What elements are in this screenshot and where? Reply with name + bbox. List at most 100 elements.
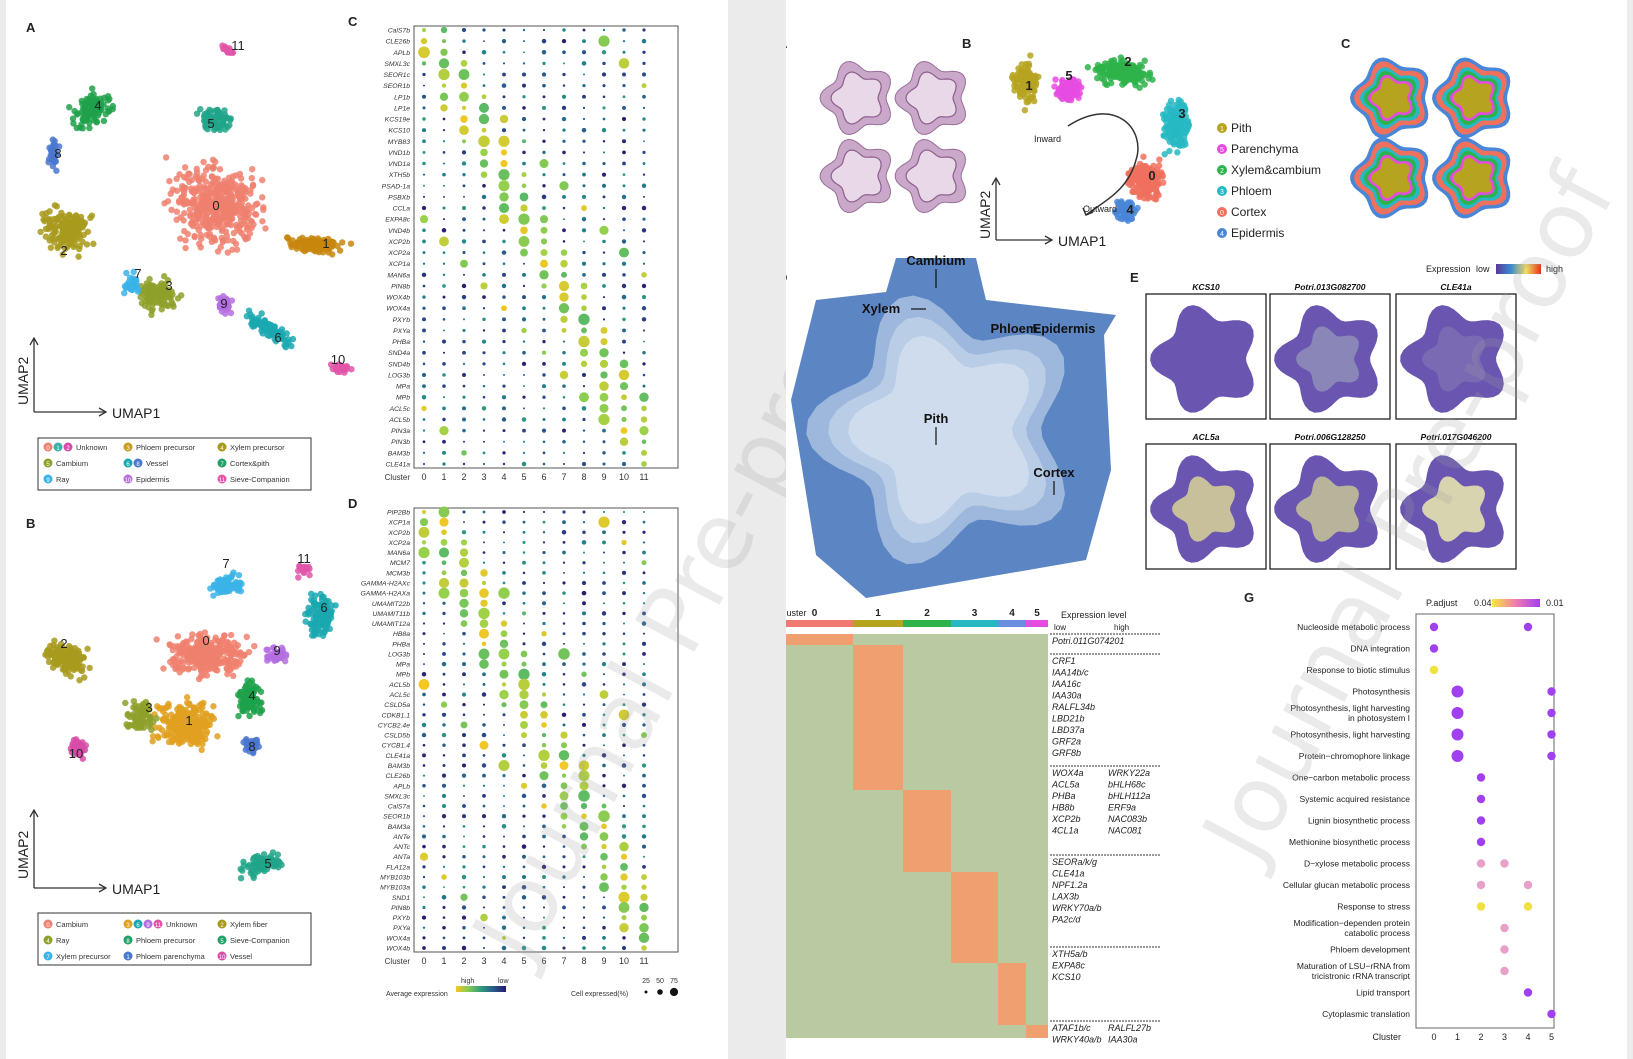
panel-d-dotplot-dot <box>539 771 549 781</box>
panel-c-dotplot-dot <box>522 284 526 288</box>
legend-swatch <box>123 442 133 452</box>
panel-c-dotplot-dot <box>522 440 526 443</box>
go-cluster-tick: 0 <box>1431 1032 1436 1042</box>
panel-c-dotplot-dot <box>522 306 526 311</box>
panel-d-dotplot-dot <box>582 662 586 666</box>
umap-point <box>1145 165 1152 172</box>
panel-d-dotplot-dot <box>483 926 485 929</box>
legend-swatch <box>217 458 227 468</box>
umap-point <box>177 715 184 722</box>
panel-d-dotplot-dot <box>482 784 486 787</box>
panel-d-dotplot-dot <box>500 630 508 638</box>
umap-point <box>330 239 337 246</box>
umap-point <box>273 649 281 657</box>
panel-b-cluster-6 <box>302 590 339 639</box>
umap-point <box>269 644 277 651</box>
panel-c-dotplot-gene-label: PSAD-1a <box>382 183 411 190</box>
legend-swatch-number: 9 <box>46 478 50 484</box>
panel-c-dotplot-dot <box>562 428 566 433</box>
panel-c-dotplot-dot <box>581 61 587 66</box>
panel-d-dotplot-dot <box>482 723 486 727</box>
heatmap-gene-label: GRF8b <box>1052 748 1081 758</box>
panel-a-cluster-2 <box>37 202 97 260</box>
umap-point <box>59 223 66 231</box>
umap-point <box>238 203 245 211</box>
umap-point <box>1111 66 1118 73</box>
umap-point <box>148 726 155 734</box>
panel-d-dotplot-dot <box>442 936 446 940</box>
legend-swatch <box>123 458 133 468</box>
panel-d-dotplot-dot <box>602 733 606 737</box>
umap-point <box>173 208 181 215</box>
umap-point <box>319 615 326 623</box>
panel-d-dotplot-dot <box>422 571 426 575</box>
go-dot <box>1500 945 1509 954</box>
panel-c-dotplot-dot <box>540 238 548 245</box>
umap-point <box>158 705 165 712</box>
umap-point <box>196 729 203 737</box>
panel-d-dotplot-dot <box>621 884 627 890</box>
panel-c-dotplot-dot <box>621 205 627 211</box>
panel-d-dotplot-dot <box>422 885 426 889</box>
panel-d-dotplot-dot <box>602 551 606 554</box>
panel-d-dotplot-dot <box>562 581 566 585</box>
legend-swatch-number: 5 <box>220 939 224 945</box>
panel-c-dotplot-cluster-tick: 10 <box>619 472 629 482</box>
panel-d-dotplot-dot <box>480 569 488 577</box>
histology-label: Pith <box>924 411 949 426</box>
panel-d-dotplot-dot <box>422 602 426 605</box>
umap-point <box>1144 185 1152 193</box>
panel-a-sections: A <box>786 36 967 214</box>
go-cluster-label: Cluster <box>1372 1032 1401 1042</box>
panel-d-dotplot-dot <box>642 814 646 819</box>
panel-d-dotplot-dot <box>501 935 507 940</box>
panel-d-dotplot-dot <box>542 794 546 798</box>
panel-d-dotplot-dot <box>578 790 590 802</box>
panel-d-dotplot-dot <box>562 520 566 525</box>
heatmap-gene-label: IAA16c <box>1052 679 1082 689</box>
panel-d-dotplot-dot <box>502 774 506 778</box>
panel-d-dotplot-dot <box>482 682 486 686</box>
panel-c-dotplot-dot <box>562 50 566 55</box>
panel-d-dotplot-dot <box>562 845 566 848</box>
legend-swatch <box>217 919 227 929</box>
panel-c-dotplot-dot <box>621 283 627 289</box>
panel-d-dotplot-dot <box>562 662 566 666</box>
right-panel-b-cluster-5 <box>1051 76 1085 104</box>
panel-d-dotplot-dot <box>482 825 486 828</box>
panel-c-dotplot-dot <box>483 374 485 376</box>
panel-c-dotplot-dot <box>582 172 586 177</box>
umap-point <box>201 659 208 666</box>
heatmap-gene-label: SEORa/k/g <box>1052 857 1097 867</box>
panel-a-cluster-number: 8 <box>54 146 61 161</box>
go-cluster-tick: 4 <box>1525 1032 1530 1042</box>
panel-c-dotplot-dot <box>439 92 449 101</box>
heatmap-block <box>998 1025 1026 1038</box>
panel-d-dotplot-dot <box>542 916 546 919</box>
panel-a-cluster-4 <box>66 85 117 132</box>
umap-point <box>66 104 73 111</box>
panel-d-dotplot-dot <box>602 723 606 727</box>
umap-point <box>215 198 223 206</box>
panel-d-dotplot-dot <box>560 812 568 820</box>
heatmap-block <box>998 790 1026 872</box>
panel-c-dotplot-dot <box>540 226 548 234</box>
avg-expr-title: Average expression <box>386 991 448 998</box>
panel-c-dotplot-dot <box>443 329 445 332</box>
panel-c-dotplot-dot <box>422 262 426 265</box>
trajectory-legend-number: 2 <box>1220 168 1224 175</box>
panel-d-dotplot-dot <box>581 611 587 616</box>
panel-c-dotplot-dot <box>602 84 606 88</box>
panel-c-dotplot-dot <box>643 140 645 143</box>
panel-d-dotplot-dot <box>481 814 487 819</box>
panel-d-dotplot-dot <box>623 693 625 696</box>
panel-c-dotplot-dot <box>460 82 468 89</box>
umap-point <box>91 111 98 118</box>
umap-point <box>263 646 270 653</box>
panel-d-dotplot-gene-label: BAM3b <box>388 763 411 770</box>
panel-c-dotplot-dot <box>642 162 646 165</box>
panel-c-dotplot-gene-label: SND4b <box>388 361 410 368</box>
panel-d-dotplot-dot <box>622 703 626 707</box>
panel-c-dotplot-dot <box>562 162 566 165</box>
panel-a-cluster-9 <box>215 292 236 317</box>
